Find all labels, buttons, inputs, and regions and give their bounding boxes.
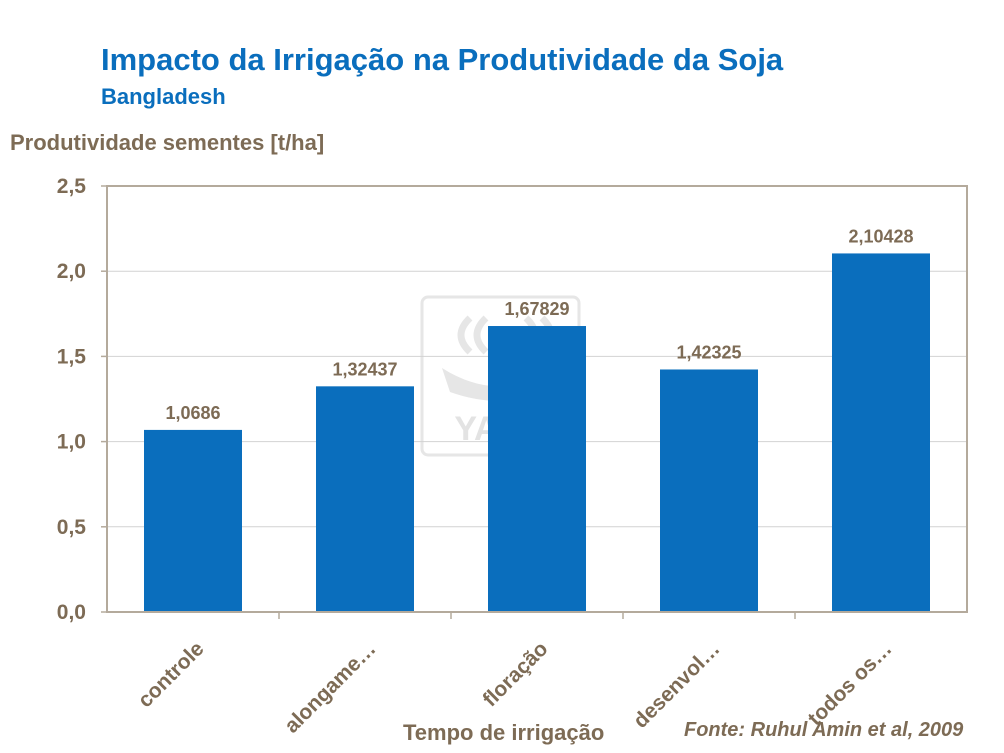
bar — [488, 326, 586, 612]
bar — [316, 386, 414, 612]
bars — [144, 253, 930, 612]
category-label: todos os… — [804, 637, 897, 730]
watermark-waves-icon — [457, 315, 555, 355]
chart-subtitle: Bangladesh — [101, 84, 226, 109]
value-label: 1,0686 — [165, 403, 220, 423]
y-axis-label: Produtividade sementes [t/ha] — [10, 130, 325, 155]
axes — [106, 185, 968, 619]
plot-frame — [106, 185, 968, 613]
value-label: 1,67829 — [504, 299, 569, 319]
value-label: 1,32437 — [332, 359, 397, 379]
y-tick-label: 0,5 — [57, 516, 87, 539]
bar — [660, 369, 758, 612]
y-tick-label: 1,0 — [57, 431, 86, 454]
source-citation: Fonte: Ruhul Amin et al, 2009 — [684, 719, 964, 741]
y-tick-label: 2,0 — [57, 260, 86, 283]
value-label: 1,42325 — [676, 342, 741, 362]
bar — [144, 429, 242, 612]
bar — [832, 253, 930, 612]
y-tick-label: 2,5 — [57, 175, 87, 198]
chart-title: Impacto da Irrigação na Produtividade da… — [101, 42, 784, 77]
value-label: 2,10428 — [848, 226, 913, 246]
y-tick-label: 1,5 — [57, 345, 87, 368]
value-labels: 1,0686 1,32437 1,67829 1,42325 2,10428 — [165, 226, 913, 422]
y-tick-label: 0,0 — [57, 601, 86, 624]
category-label: alongame… — [280, 637, 380, 737]
x-axis-label: Tempo de irrigação — [403, 720, 605, 745]
tick-labels: 0,0 0,5 1,0 1,5 2,0 2,5 — [57, 175, 87, 624]
category-label: floração — [478, 637, 552, 711]
category-label: controle — [134, 637, 209, 712]
